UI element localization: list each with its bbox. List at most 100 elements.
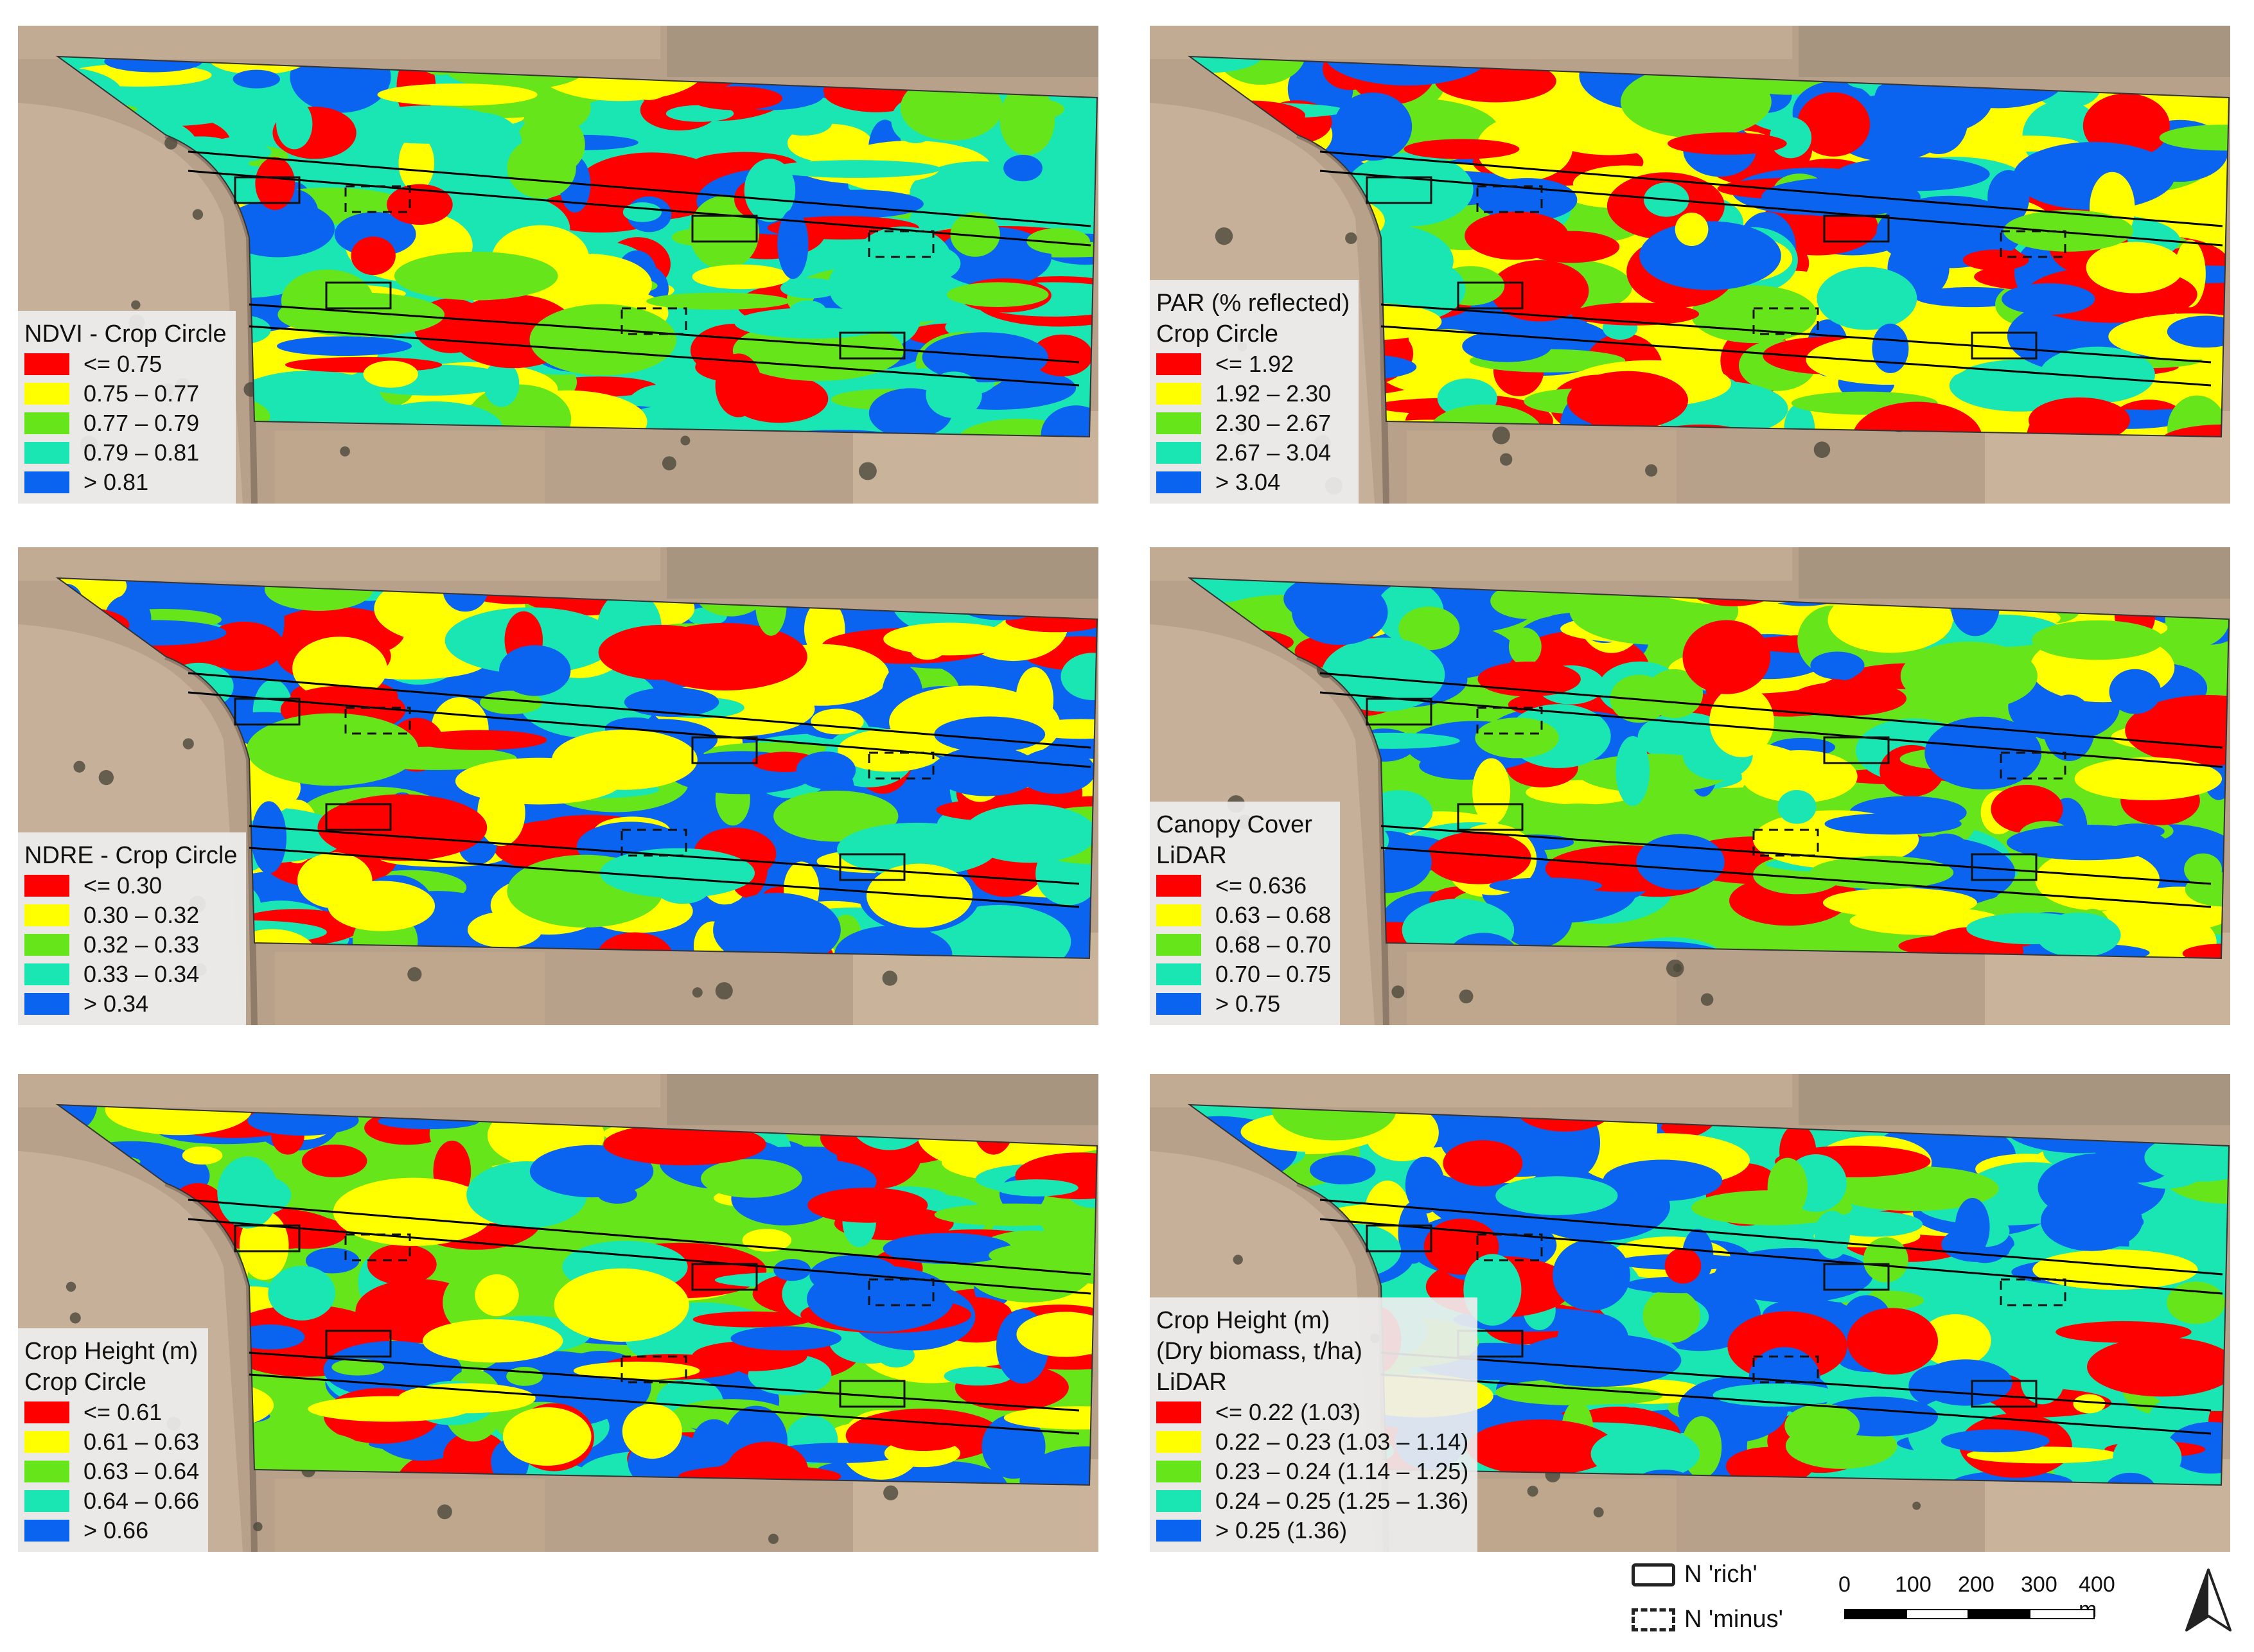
legend-row: <= 1.92 — [1156, 349, 1350, 379]
legend-label: > 0.25 (1.36) — [1215, 1517, 1348, 1543]
legend-swatch — [1156, 1431, 1201, 1453]
legend-subtitle: Crop Circle — [24, 1369, 147, 1396]
legend-row: > 0.75 — [1156, 989, 1331, 1019]
legend-row: 0.30 – 0.32 — [24, 901, 237, 930]
map-panel-par: PAR (% reflected) Crop Circle <= 1.92 1.… — [1150, 26, 2230, 504]
legend-label: 0.79 – 0.81 — [84, 439, 200, 466]
legend-swatch — [1156, 875, 1201, 897]
legend-label: > 0.75 — [1215, 990, 1281, 1017]
legend-swatch — [1156, 1461, 1201, 1482]
legend-swatch — [24, 963, 69, 985]
legend-swatch — [24, 471, 69, 493]
n-rich-box-icon — [1632, 1563, 1675, 1586]
legend-swatch — [1156, 1490, 1201, 1512]
legend-label: 0.23 – 0.24 (1.14 – 1.25) — [1215, 1458, 1469, 1484]
legend-swatch — [1156, 934, 1201, 956]
legend-row: <= 0.636 — [1156, 871, 1331, 901]
legend-title: PAR (% reflected) — [1156, 290, 1350, 317]
legend-label: 0.64 – 0.66 — [84, 1488, 200, 1514]
key-n-minus: N 'minus' — [1632, 1606, 1783, 1633]
legend-row: 0.24 – 0.25 (1.25 – 1.36) — [1156, 1486, 1468, 1516]
legend-row: 0.79 – 0.81 — [24, 438, 227, 468]
legend-subtitle: (Dry biomass, t/ha) — [1156, 1338, 1362, 1365]
legend-row: 0.33 – 0.34 — [24, 960, 237, 989]
legend-par: PAR (% reflected) Crop Circle <= 1.92 1.… — [1150, 280, 1359, 504]
scale-label: 300 — [2021, 1572, 2057, 1597]
legend-label: <= 0.22 (1.03) — [1215, 1399, 1361, 1425]
legend-row: > 0.25 (1.36) — [1156, 1516, 1468, 1545]
legend-row: <= 0.61 — [24, 1398, 199, 1427]
legend-crop-height-lidar: Crop Height (m) (Dry biomass, t/ha) LiDA… — [1150, 1297, 1478, 1552]
n-minus-box-icon — [1632, 1608, 1675, 1631]
legend-canopy-cover: Canopy Cover LiDAR <= 0.636 0.63 – 0.68 … — [1150, 802, 1341, 1025]
legend-swatch — [24, 1461, 69, 1482]
legend-swatch — [24, 1520, 69, 1542]
legend-label: 0.77 – 0.79 — [84, 410, 200, 436]
legend-swatch — [24, 1402, 69, 1423]
scalebar-bar — [1844, 1609, 2095, 1619]
legend-swatch — [24, 1431, 69, 1453]
legend-swatch — [24, 875, 69, 897]
legend-label: 0.68 – 0.70 — [1215, 931, 1332, 958]
legend-label: 2.67 – 3.04 — [1215, 439, 1332, 466]
legend-swatch — [1156, 442, 1201, 464]
legend-title: NDRE - Crop Circle — [24, 842, 238, 869]
legend-label: 0.63 – 0.64 — [84, 1458, 200, 1484]
legend-swatch — [1156, 471, 1201, 493]
map-panel-ndre: NDRE - Crop Circle <= 0.30 0.30 – 0.32 0… — [18, 547, 1098, 1025]
legend-row: > 0.66 — [24, 1516, 199, 1545]
legend-row: 1.92 – 2.30 — [1156, 379, 1350, 409]
legend-swatch — [24, 353, 69, 375]
legend-label: 0.22 – 0.23 (1.03 – 1.14) — [1215, 1428, 1469, 1455]
map-ndvi — [18, 26, 1098, 504]
legend-label: > 3.04 — [1215, 469, 1281, 495]
legend-swatch — [24, 993, 69, 1015]
legend-row: 0.22 – 0.23 (1.03 – 1.14) — [1156, 1427, 1468, 1457]
legend-row: > 3.04 — [1156, 468, 1350, 497]
scale-label: 200 — [1958, 1572, 1994, 1597]
map-panel-crop-height-cc: Crop Height (m) Crop Circle <= 0.61 0.61… — [18, 1074, 1098, 1552]
map-panel-crop-height-lidar: Crop Height (m) (Dry biomass, t/ha) LiDA… — [1150, 1074, 2230, 1552]
legend-label: 0.75 – 0.77 — [84, 380, 200, 407]
legend-swatch — [24, 934, 69, 956]
legend-row: 2.30 – 2.67 — [1156, 409, 1350, 438]
legend-row: 0.77 – 0.79 — [24, 409, 227, 438]
legend-row: 0.68 – 0.70 — [1156, 930, 1331, 960]
legend-ndvi: NDVI - Crop Circle <= 0.75 0.75 – 0.77 0… — [18, 311, 236, 504]
map-canopy-cover — [1150, 547, 2230, 1025]
legend-row: 0.61 – 0.63 — [24, 1427, 199, 1457]
legend-row: <= 0.30 — [24, 871, 237, 901]
legend-row: 2.67 – 3.04 — [1156, 438, 1350, 468]
legend-label: > 0.66 — [84, 1517, 149, 1543]
legend-row: <= 0.22 (1.03) — [1156, 1398, 1468, 1427]
map-panel-ndvi: NDVI - Crop Circle <= 0.75 0.75 – 0.77 0… — [18, 26, 1098, 504]
legend-swatch — [24, 442, 69, 464]
legend-subtitle: LiDAR — [1156, 842, 1227, 869]
legend-row: 0.75 – 0.77 — [24, 379, 227, 409]
scalebar: 0 100 200 300 400 m — [1838, 1572, 2115, 1630]
legend-label: 0.30 – 0.32 — [84, 902, 200, 928]
legend-row: > 0.34 — [24, 989, 237, 1019]
legend-swatch — [1156, 963, 1201, 985]
legend-label: 0.61 – 0.63 — [84, 1428, 200, 1455]
legend-label: 0.24 – 0.25 (1.25 – 1.36) — [1215, 1488, 1469, 1514]
legend-subtitle-2: LiDAR — [1156, 1369, 1227, 1396]
legend-row: 0.64 – 0.66 — [24, 1486, 199, 1516]
legend-ndre: NDRE - Crop Circle <= 0.30 0.30 – 0.32 0… — [18, 832, 247, 1025]
north-arrow-icon — [2185, 1569, 2232, 1631]
legend-label: > 0.81 — [84, 469, 149, 495]
legend-title: NDVI - Crop Circle — [24, 321, 227, 347]
legend-label: <= 0.61 — [84, 1399, 163, 1425]
legend-row: 0.63 – 0.64 — [24, 1457, 199, 1486]
legend-swatch — [1156, 383, 1201, 405]
legend-swatch — [1156, 993, 1201, 1015]
legend-row: 0.32 – 0.33 — [24, 930, 237, 960]
legend-swatch — [24, 412, 69, 434]
legend-row: 0.63 – 0.68 — [1156, 901, 1331, 930]
legend-swatch — [1156, 1520, 1201, 1542]
legend-crop-height-cc: Crop Height (m) Crop Circle <= 0.61 0.61… — [18, 1328, 209, 1552]
legend-row: <= 0.75 — [24, 349, 227, 379]
legend-title: Crop Height (m) — [1156, 1307, 1330, 1334]
legend-label: <= 0.30 — [84, 872, 163, 899]
legend-swatch — [24, 904, 69, 926]
